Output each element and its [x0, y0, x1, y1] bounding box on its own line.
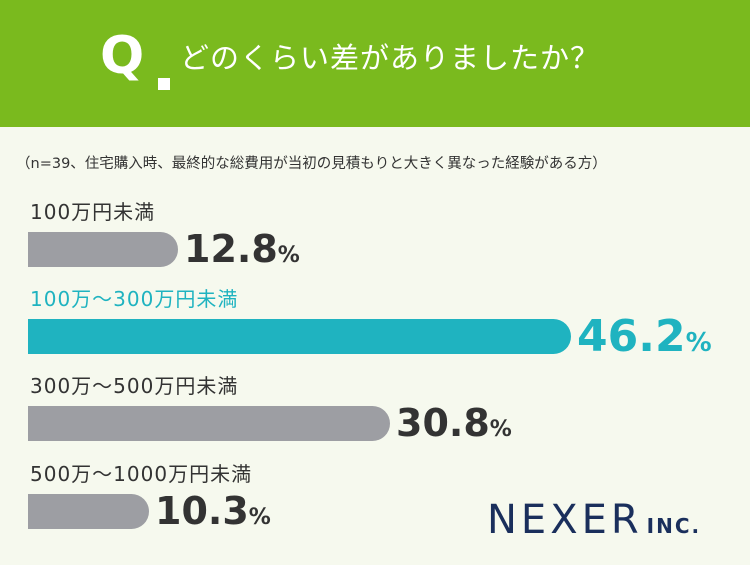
category-label: 300万～500万円未満: [30, 374, 239, 398]
q-letter: Q: [100, 26, 145, 86]
category-label: 100万円未満: [30, 200, 156, 224]
value-label: 46.2%: [577, 315, 712, 359]
value-unit: %: [489, 417, 512, 442]
q-dot: [158, 78, 170, 90]
logo-sub: INC.: [646, 514, 702, 538]
value-number: 12.8: [184, 227, 278, 271]
nexer-logo: NEXER INC.: [487, 500, 701, 540]
value-number: 10.3: [155, 489, 249, 533]
value-label: 12.8%: [184, 230, 300, 268]
value-number: 46.2: [577, 311, 686, 362]
question-text: どのくらい差がありましたか？: [180, 41, 601, 75]
bar: [28, 319, 571, 354]
value-label: 30.8%: [396, 404, 512, 442]
bar: [28, 494, 149, 529]
value-unit: %: [685, 328, 712, 358]
value-label: 10.3%: [155, 492, 271, 530]
header-banner: Q どのくらい差がありましたか？: [0, 0, 750, 127]
bar: [28, 406, 390, 441]
survey-note: （n=39、住宅購入時、最終的な総費用が当初の見積もりと大きく異なった経験がある…: [16, 156, 607, 172]
bar: [28, 232, 178, 267]
category-label: 100万～300万円未満: [30, 287, 239, 311]
logo-main: NEXER: [487, 497, 643, 543]
value-unit: %: [277, 243, 300, 268]
category-label: 500万～1000万円未満: [30, 462, 253, 486]
value-unit: %: [248, 505, 271, 530]
value-number: 30.8: [396, 401, 490, 445]
